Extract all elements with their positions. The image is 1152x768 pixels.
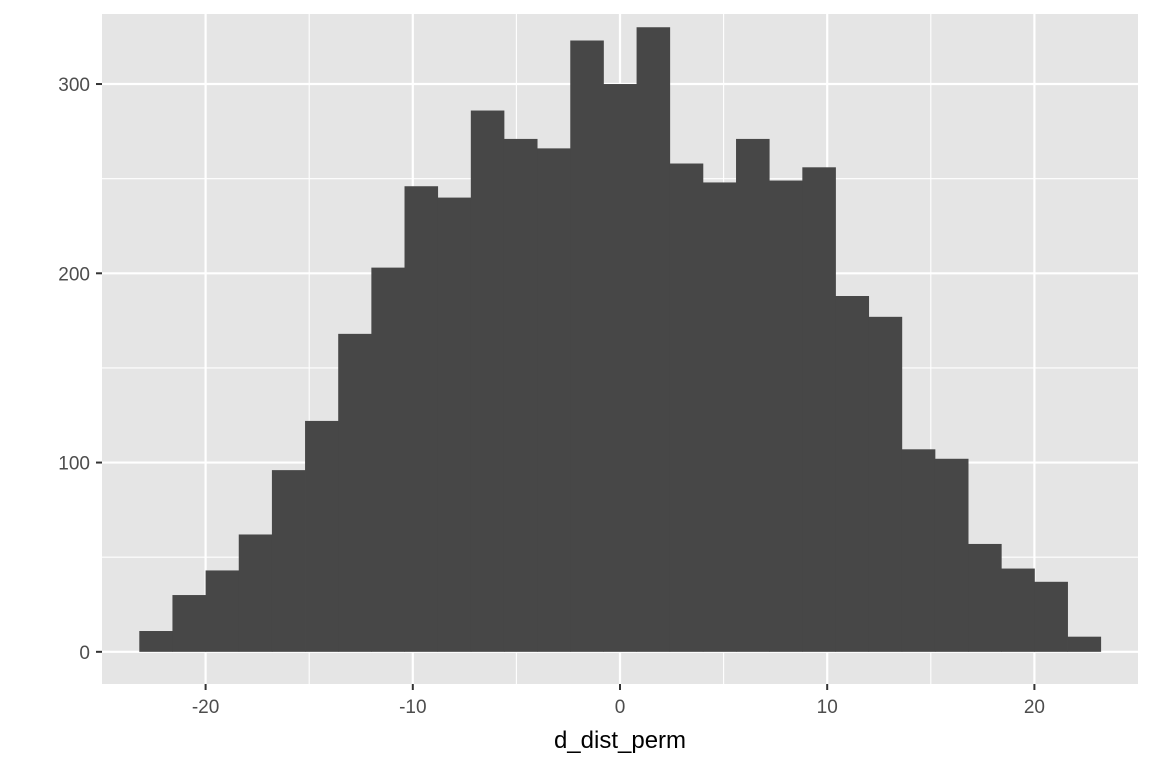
histogram-bar xyxy=(868,316,903,652)
histogram-bar xyxy=(769,180,803,652)
y-tick-label: 100 xyxy=(58,454,90,475)
x-tick-label: -20 xyxy=(192,697,219,718)
x-axis-title: d_dist_perm xyxy=(554,727,686,754)
histogram-bar xyxy=(702,182,737,652)
histogram-bar xyxy=(802,167,836,652)
histogram-bar xyxy=(437,197,472,652)
histogram-bar xyxy=(1067,636,1102,652)
histogram-bar xyxy=(338,333,372,652)
histogram-bar xyxy=(669,163,704,652)
histogram-bar xyxy=(1034,581,1068,652)
histogram-bar xyxy=(537,148,571,652)
histogram-bar xyxy=(901,449,936,652)
histogram-bar xyxy=(570,40,604,652)
histogram-bars xyxy=(139,27,1102,652)
x-axis-ticks: -20 -10 0 10 20 xyxy=(192,684,1045,718)
histogram-bar xyxy=(1001,568,1035,652)
histogram-bar xyxy=(139,631,173,652)
histogram-bar xyxy=(205,570,240,652)
x-tick-label: -10 xyxy=(399,697,426,718)
y-tick-label: 200 xyxy=(58,264,90,285)
histogram-bar xyxy=(371,267,405,652)
x-tick-label: 0 xyxy=(615,697,626,718)
histogram-bar xyxy=(470,110,505,652)
histogram-bar xyxy=(172,595,206,652)
x-tick-label: 20 xyxy=(1024,697,1045,718)
histogram-bar xyxy=(835,296,870,652)
histogram-bar xyxy=(238,534,273,652)
histogram-bar xyxy=(636,27,671,652)
histogram-bar xyxy=(404,186,439,652)
y-axis-ticks: 0 100 200 300 xyxy=(58,75,102,664)
histogram-bar xyxy=(603,84,637,652)
histogram-bar xyxy=(305,420,339,652)
x-tick-label: 10 xyxy=(817,697,838,718)
y-tick-label: 300 xyxy=(58,75,90,96)
histogram-bar xyxy=(968,543,1002,652)
y-tick-label: 0 xyxy=(79,643,90,664)
histogram-bar xyxy=(934,458,969,652)
histogram-bar xyxy=(271,470,306,652)
histogram-bar xyxy=(736,138,770,652)
histogram-bar xyxy=(503,138,538,652)
